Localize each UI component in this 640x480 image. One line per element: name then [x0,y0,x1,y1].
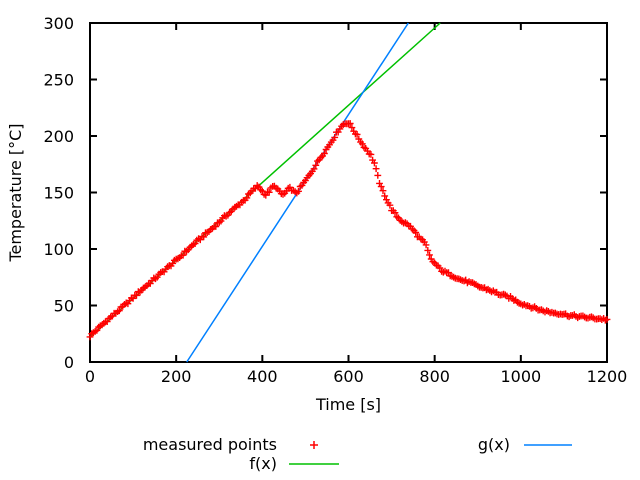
y-tick-label: 150 [43,184,74,203]
x-tick-label: 1200 [587,367,628,386]
measured-points-series [86,120,611,341]
x-tick-label: 400 [247,367,278,386]
y-tick-label: 100 [43,240,74,259]
legend-label-f: f(x) [249,454,277,473]
x-axis-label: Time [s] [315,395,381,414]
y-tick-label: 250 [43,71,74,90]
y-tick-label: 200 [43,127,74,146]
y-tick-label: 0 [64,353,74,372]
x-tick-label: 600 [333,367,364,386]
y-tick-label: 50 [54,297,74,316]
y-axis-label: Temperature [°C] [6,123,25,262]
x-tick-label: 800 [419,367,450,386]
legend-label-g: g(x) [478,435,510,454]
x-tick-label: 1000 [500,367,541,386]
y-tick-label: 300 [43,14,74,33]
legend-label-measured-points: measured points [143,435,277,454]
legend-sample-plus-icon [310,441,318,449]
plot-border [89,22,608,363]
x-tick-label: 0 [85,367,95,386]
x-tick-label: 200 [161,367,192,386]
